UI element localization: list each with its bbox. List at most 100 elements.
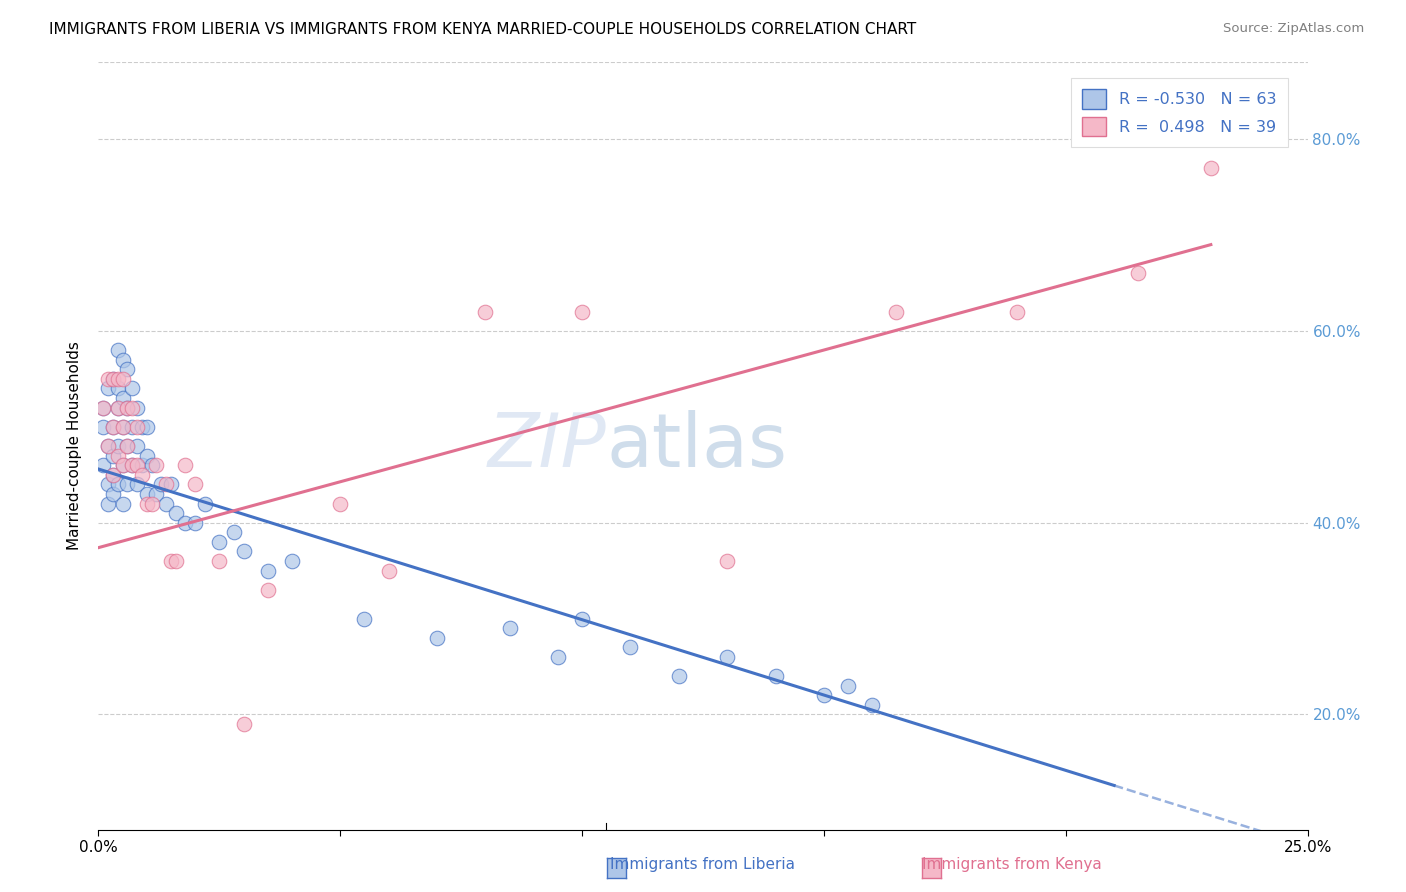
Point <box>127 401 149 415</box>
Point <box>97 477 120 491</box>
Point <box>131 420 153 434</box>
Point <box>837 679 859 693</box>
Point <box>329 496 352 510</box>
Point <box>111 496 134 510</box>
Point <box>107 477 129 491</box>
Point <box>91 458 114 473</box>
Point <box>571 612 593 626</box>
Point <box>111 391 134 405</box>
Point <box>145 458 167 473</box>
Point <box>281 554 304 568</box>
Point <box>117 477 139 491</box>
Point <box>141 458 163 473</box>
Point <box>101 420 124 434</box>
Point <box>111 420 134 434</box>
Point <box>117 401 139 415</box>
Point <box>150 477 173 491</box>
Text: ZIP: ZIP <box>488 410 606 482</box>
Point <box>426 631 449 645</box>
Point <box>97 439 120 453</box>
Point <box>111 352 134 367</box>
Point <box>474 305 496 319</box>
Point <box>111 372 134 386</box>
Point <box>232 717 254 731</box>
Point <box>131 467 153 482</box>
Point <box>101 467 124 482</box>
Point <box>184 477 207 491</box>
Point <box>117 362 139 376</box>
Point <box>547 649 569 664</box>
Point <box>1199 161 1222 175</box>
Point <box>121 458 143 473</box>
Point <box>107 372 129 386</box>
Y-axis label: Married-couple Households: Married-couple Households <box>67 342 83 550</box>
Point <box>160 554 183 568</box>
Point <box>135 496 157 510</box>
Point <box>165 506 187 520</box>
Point <box>91 420 114 434</box>
Point <box>377 564 399 578</box>
Point <box>498 621 520 635</box>
Point <box>256 564 278 578</box>
Point <box>91 401 114 415</box>
Point <box>135 487 157 501</box>
Point <box>127 439 149 453</box>
Point <box>222 525 245 540</box>
Point <box>101 449 124 463</box>
Point <box>619 640 641 655</box>
Text: atlas: atlas <box>606 409 787 483</box>
Point <box>813 689 835 703</box>
Point <box>208 534 231 549</box>
Point <box>165 554 187 568</box>
Point <box>101 420 124 434</box>
Point <box>194 496 217 510</box>
Point <box>127 458 149 473</box>
Point <box>145 487 167 501</box>
Point <box>101 372 124 386</box>
Point <box>174 516 197 530</box>
Point <box>111 458 134 473</box>
Point <box>97 496 120 510</box>
Point <box>121 420 143 434</box>
Point <box>716 554 738 568</box>
Text: IMMIGRANTS FROM LIBERIA VS IMMIGRANTS FROM KENYA MARRIED-COUPLE HOUSEHOLDS CORRE: IMMIGRANTS FROM LIBERIA VS IMMIGRANTS FR… <box>49 22 917 37</box>
Legend: R = -0.530   N = 63, R =  0.498   N = 39: R = -0.530 N = 63, R = 0.498 N = 39 <box>1071 78 1288 147</box>
Text: Immigrants from Kenya: Immigrants from Kenya <box>922 857 1102 872</box>
Point <box>107 439 129 453</box>
Point <box>107 343 129 358</box>
Point <box>97 439 120 453</box>
Point <box>127 477 149 491</box>
Point <box>668 669 690 683</box>
Point <box>155 477 177 491</box>
Point <box>107 382 129 396</box>
Point <box>127 420 149 434</box>
Point <box>353 612 375 626</box>
Point <box>174 458 197 473</box>
Point <box>107 401 129 415</box>
Point <box>101 487 124 501</box>
Point <box>860 698 883 712</box>
Point <box>571 305 593 319</box>
Point <box>208 554 231 568</box>
Point <box>97 382 120 396</box>
Point <box>155 496 177 510</box>
Point <box>117 401 139 415</box>
Point <box>121 401 143 415</box>
Point <box>111 420 134 434</box>
Point <box>184 516 207 530</box>
Point <box>1128 266 1150 280</box>
Point <box>97 372 120 386</box>
Point <box>131 458 153 473</box>
Text: Immigrants from Liberia: Immigrants from Liberia <box>610 857 796 872</box>
Point <box>91 401 114 415</box>
Point <box>111 458 134 473</box>
Point <box>107 449 129 463</box>
Point <box>107 401 129 415</box>
Point <box>886 305 908 319</box>
Point <box>101 467 124 482</box>
Point <box>141 496 163 510</box>
Point <box>232 544 254 558</box>
Point <box>1007 305 1029 319</box>
Point <box>101 372 124 386</box>
Point <box>256 582 278 597</box>
